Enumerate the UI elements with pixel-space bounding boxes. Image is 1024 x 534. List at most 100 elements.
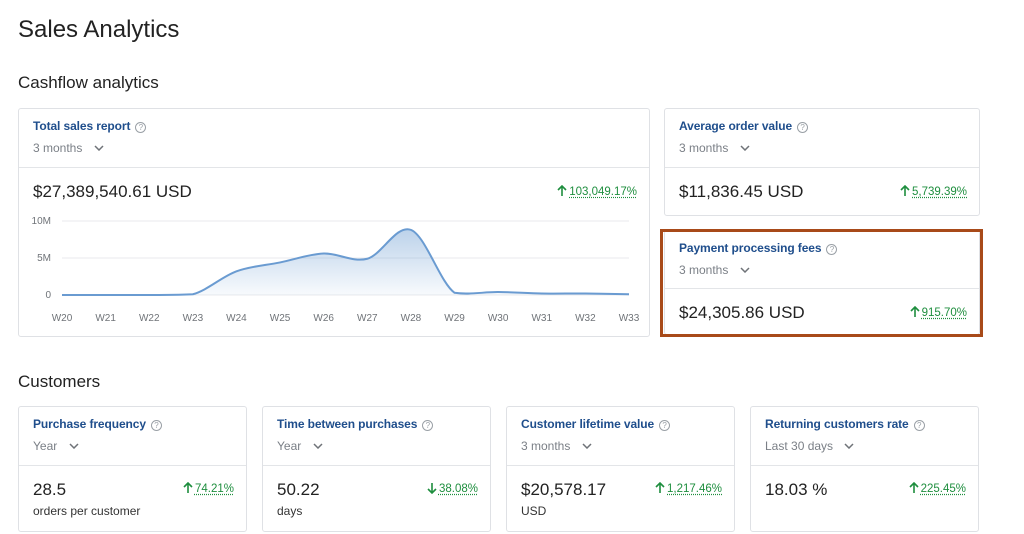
data-point-w24 bbox=[235, 270, 237, 272]
customer-lifetime-value-unit: USD bbox=[521, 504, 547, 518]
series-line bbox=[62, 228, 630, 296]
total-sales-period-dropdown[interactable]: 3 months bbox=[33, 141, 104, 155]
payment-fees-title: Payment processing fees? bbox=[679, 241, 838, 255]
customer-lifetime-value-value: $20,578.17 bbox=[521, 480, 607, 499]
help-icon[interactable]: ? bbox=[135, 122, 147, 133]
page-title: Sales Analytics bbox=[18, 16, 180, 43]
x-tick-label: W32 bbox=[575, 313, 596, 324]
avg-order-title-label: Average order value bbox=[679, 119, 793, 133]
chevron-down-icon bbox=[313, 443, 323, 449]
arrow-up-icon bbox=[557, 185, 567, 196]
returning-customers-rate-period-dropdown[interactable]: Last 30 days bbox=[765, 439, 854, 453]
purchase-frequency-trend: 74.21% bbox=[183, 482, 234, 495]
period-label: 3 months bbox=[33, 141, 83, 155]
x-tick-label: W22 bbox=[139, 313, 160, 324]
customer-lifetime-value-title-label: Customer lifetime value bbox=[521, 417, 655, 431]
time-between-purchases-period-dropdown[interactable]: Year bbox=[277, 439, 323, 453]
time-between-purchases-card: Time between purchases? Year 50.22 days … bbox=[262, 406, 491, 532]
x-tick-label: W27 bbox=[357, 313, 378, 324]
x-tick-label: W24 bbox=[226, 313, 247, 324]
avg-order-value: $11,836.45 USD bbox=[679, 182, 804, 201]
arrow-up-icon bbox=[900, 185, 910, 196]
period-label: 3 months bbox=[521, 439, 571, 453]
time-between-purchases-title-label: Time between purchases bbox=[277, 417, 418, 431]
trend-percent: 915.70% bbox=[921, 307, 967, 319]
period-label: Year bbox=[277, 439, 302, 453]
data-point-w33 bbox=[628, 293, 630, 295]
help-icon[interactable]: ? bbox=[826, 244, 838, 255]
section-title-cashflow: Cashflow analytics bbox=[18, 73, 159, 92]
customer-lifetime-value-card: Customer lifetime value? 3 months $20,57… bbox=[506, 406, 735, 532]
trend-percent: 103,049.17% bbox=[569, 186, 637, 198]
returning-customers-rate-card: Returning customers rate? Last 30 days 1… bbox=[750, 406, 979, 532]
payment-fees-title-label: Payment processing fees bbox=[679, 241, 822, 255]
time-between-purchases-trend: 38.08% bbox=[427, 482, 478, 495]
time-between-purchases-unit: days bbox=[277, 504, 303, 518]
total-sales-value: $27,389,540.61 USD bbox=[33, 182, 192, 201]
x-tick-label: W20 bbox=[52, 313, 73, 324]
y-tick-label: 5M bbox=[37, 253, 51, 264]
data-point-w20 bbox=[61, 294, 63, 296]
x-tick-label: W25 bbox=[270, 313, 291, 324]
purchase-frequency-title-label: Purchase frequency bbox=[33, 417, 146, 431]
purchase-frequency-period-dropdown[interactable]: Year bbox=[33, 439, 79, 453]
purchase-frequency-unit: orders per customer bbox=[33, 504, 141, 518]
chevron-down-icon bbox=[582, 443, 592, 449]
data-point-w26 bbox=[322, 252, 324, 254]
arrow-up-icon bbox=[910, 306, 920, 317]
data-point-w28 bbox=[410, 229, 412, 231]
x-tick-label: W28 bbox=[401, 313, 422, 324]
total-sales-trend: 103,049.17% bbox=[557, 185, 637, 198]
data-point-w25 bbox=[279, 261, 281, 263]
purchase-frequency-title: Purchase frequency? bbox=[33, 417, 162, 431]
trend-percent: 1,217.46% bbox=[667, 483, 722, 495]
help-icon[interactable]: ? bbox=[797, 122, 809, 133]
returning-customers-rate-trend: 225.45% bbox=[909, 482, 966, 495]
series-area bbox=[62, 229, 629, 295]
data-point-w22 bbox=[148, 294, 150, 296]
arrow-up-icon bbox=[183, 482, 193, 493]
trend-percent: 5,739.39% bbox=[912, 186, 967, 198]
period-label: 3 months bbox=[679, 263, 729, 277]
x-tick-label: W30 bbox=[488, 313, 509, 324]
x-tick-label: W33 bbox=[619, 313, 640, 324]
returning-customers-rate-title-label: Returning customers rate bbox=[765, 417, 909, 431]
chevron-down-icon bbox=[740, 267, 750, 273]
data-point-w27 bbox=[366, 258, 368, 260]
time-between-purchases-value: 50.22 bbox=[277, 480, 320, 499]
chevron-down-icon bbox=[844, 443, 854, 449]
x-tick-label: W23 bbox=[183, 313, 204, 324]
purchase-frequency-card: Purchase frequency? Year 28.5 orders per… bbox=[18, 406, 247, 532]
avg-order-trend: 5,739.39% bbox=[900, 185, 967, 198]
arrow-down-icon bbox=[427, 483, 437, 494]
payment-fees-trend: 915.70% bbox=[910, 306, 967, 319]
purchase-frequency-value: 28.5 bbox=[33, 480, 67, 499]
help-icon[interactable]: ? bbox=[913, 420, 925, 431]
avg-order-period-dropdown[interactable]: 3 months bbox=[679, 141, 750, 155]
returning-customers-rate-title: Returning customers rate? bbox=[765, 417, 925, 431]
chevron-down-icon bbox=[69, 443, 79, 449]
x-tick-label: W21 bbox=[95, 313, 116, 324]
help-icon[interactable]: ? bbox=[150, 420, 162, 431]
trend-percent: 74.21% bbox=[194, 483, 234, 495]
payment-fees-period-dropdown[interactable]: 3 months bbox=[679, 263, 750, 277]
help-icon[interactable]: ? bbox=[659, 420, 671, 431]
period-label: Year bbox=[33, 439, 58, 453]
time-between-purchases-title: Time between purchases? bbox=[277, 417, 434, 431]
x-tick-label: W26 bbox=[313, 313, 334, 324]
y-tick-label: 10M bbox=[32, 216, 51, 227]
arrow-up-icon bbox=[655, 482, 665, 493]
customer-lifetime-value-period-dropdown[interactable]: 3 months bbox=[521, 439, 592, 453]
data-point-w32 bbox=[584, 292, 586, 294]
chevron-down-icon bbox=[740, 145, 750, 151]
data-point-w30 bbox=[497, 291, 499, 293]
customer-lifetime-value-title: Customer lifetime value? bbox=[521, 417, 671, 431]
y-tick-label: 0 bbox=[45, 290, 51, 301]
x-tick-label: W29 bbox=[444, 313, 465, 324]
avg-order-title: Average order value? bbox=[679, 119, 809, 133]
total-sales-card: Total sales report? 3 months $27,389,540… bbox=[18, 108, 650, 337]
help-icon[interactable]: ? bbox=[422, 420, 434, 431]
arrow-up-icon bbox=[909, 482, 919, 493]
data-point-w31 bbox=[541, 292, 543, 294]
payment-fees-card: Payment processing fees? 3 months $24,30… bbox=[664, 230, 980, 335]
